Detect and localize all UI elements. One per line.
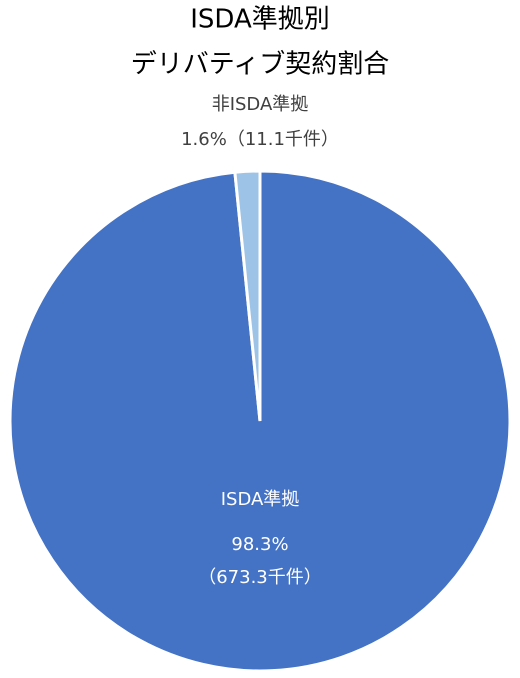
slice-count-label: （673.3千件）	[198, 567, 322, 588]
slice-count-label: （11.1千件）	[227, 129, 339, 150]
pie-slice	[233, 169, 262, 422]
slice-value-label: 98.3%	[231, 534, 288, 555]
chart-title: ISDA準拠別	[190, 5, 330, 35]
slice-label: ISDA準拠	[221, 489, 300, 510]
slice-value-label: 1.6%	[181, 129, 227, 150]
chart-title: デリバティブ契約割合	[131, 50, 389, 80]
slice-value-label-group: 1.6%（11.1千件）	[181, 129, 339, 150]
slice-label: 非ISDA準拠	[212, 94, 309, 115]
